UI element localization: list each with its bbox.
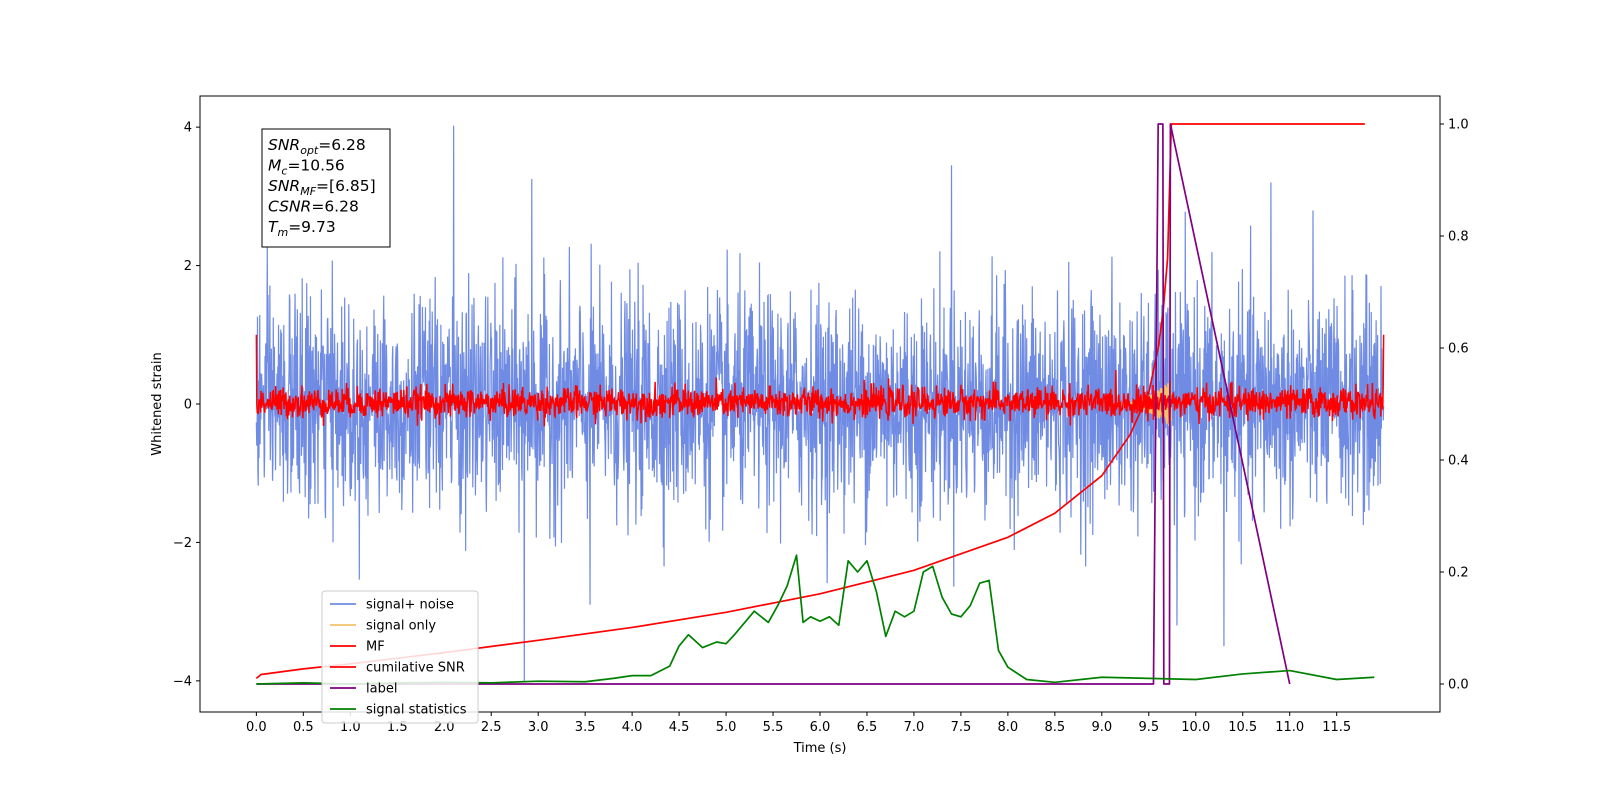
stats-annotation-box: SNRopt=6.28Mc=10.56SNRMF=[6.85]CSNR=6.28… [261,128,391,248]
legend: signal+ noise signal only MF cumilative SNR… [321,590,479,724]
x-tick-label: 4.5 [669,720,690,735]
x-tick-label: 5.5 [763,720,784,735]
x-tick-label: 6.5 [857,720,878,735]
right-y-tick-label: 0.0 [1448,678,1469,693]
x-tick-label: 5.0 [716,720,737,735]
x-axis-label: Time (s) [793,741,847,756]
stats-line: SNRMF=[6.85] [268,177,376,198]
legend-label: signal+ noise [366,598,454,613]
right-y-tick-label: 0.6 [1448,342,1469,357]
stats-line: Tm=9.73 [268,218,336,239]
x-tick-label: 1.0 [340,720,361,735]
x-axis: 0.0 0.5 1.0 1.5 2.0 2.5 3.0 3.5 4.0 4.5 5.0 5.5 6.0 6… [246,712,1351,735]
x-tick-label: 10.5 [1228,720,1257,735]
legend-label: MF [366,640,385,655]
x-tick-label: 11.0 [1275,720,1304,735]
left-y-tick-label: −2 [173,536,192,551]
stats-line: CSNR=6.28 [268,198,359,216]
x-tick-label: 3.5 [575,720,596,735]
x-tick-label: 3.0 [528,720,549,735]
x-tick-label: 9.5 [1138,720,1159,735]
x-tick-label: 2.0 [434,720,455,735]
left-y-axis: −4 −2 0 2 4 [173,121,200,689]
x-tick-label: 8.0 [998,720,1019,735]
legend-label: signal statistics [366,703,467,718]
x-tick-label: 4.0 [622,720,643,735]
x-tick-label: 2.5 [481,720,502,735]
x-tick-label: 10.0 [1181,720,1210,735]
x-tick-label: 0.5 [293,720,314,735]
x-tick-label: 8.5 [1045,720,1066,735]
x-tick-label: 9.0 [1091,720,1112,735]
legend-frame [321,590,479,724]
x-tick-label: 11.5 [1322,720,1351,735]
right-y-tick-label: 0.2 [1448,566,1469,581]
x-tick-label: 6.0 [810,720,831,735]
right-y-tick-label: 1.0 [1448,118,1469,133]
stats-line: Mc=10.56 [268,157,345,178]
stats-box-frame [261,128,391,248]
left-y-tick-label: −4 [173,674,192,689]
legend-label: cumilative SNR [366,661,465,676]
left-y-tick-label: 2 [184,259,192,274]
series-signal-statistics [256,554,1375,685]
right-y-axis: 0.0 0.2 0.4 0.6 0.8 1.0 [1440,118,1469,693]
x-tick-label: 1.5 [387,720,408,735]
stats-line: SNRopt=6.28 [268,136,366,157]
x-tick-label: 7.0 [904,720,925,735]
right-y-tick-label: 0.4 [1448,454,1469,469]
x-tick-label: 7.5 [951,720,972,735]
series-label [256,123,1291,685]
right-y-tick-label: 0.8 [1448,230,1469,245]
left-y-tick-label: 4 [184,121,192,136]
series-mf [255,334,1385,427]
x-tick-label: 0.0 [246,720,267,735]
left-y-tick-label: 0 [184,398,192,413]
legend-label: label [366,682,397,697]
legend-label: signal only [366,619,436,634]
y-axis-label: Whitened strain [150,352,165,455]
